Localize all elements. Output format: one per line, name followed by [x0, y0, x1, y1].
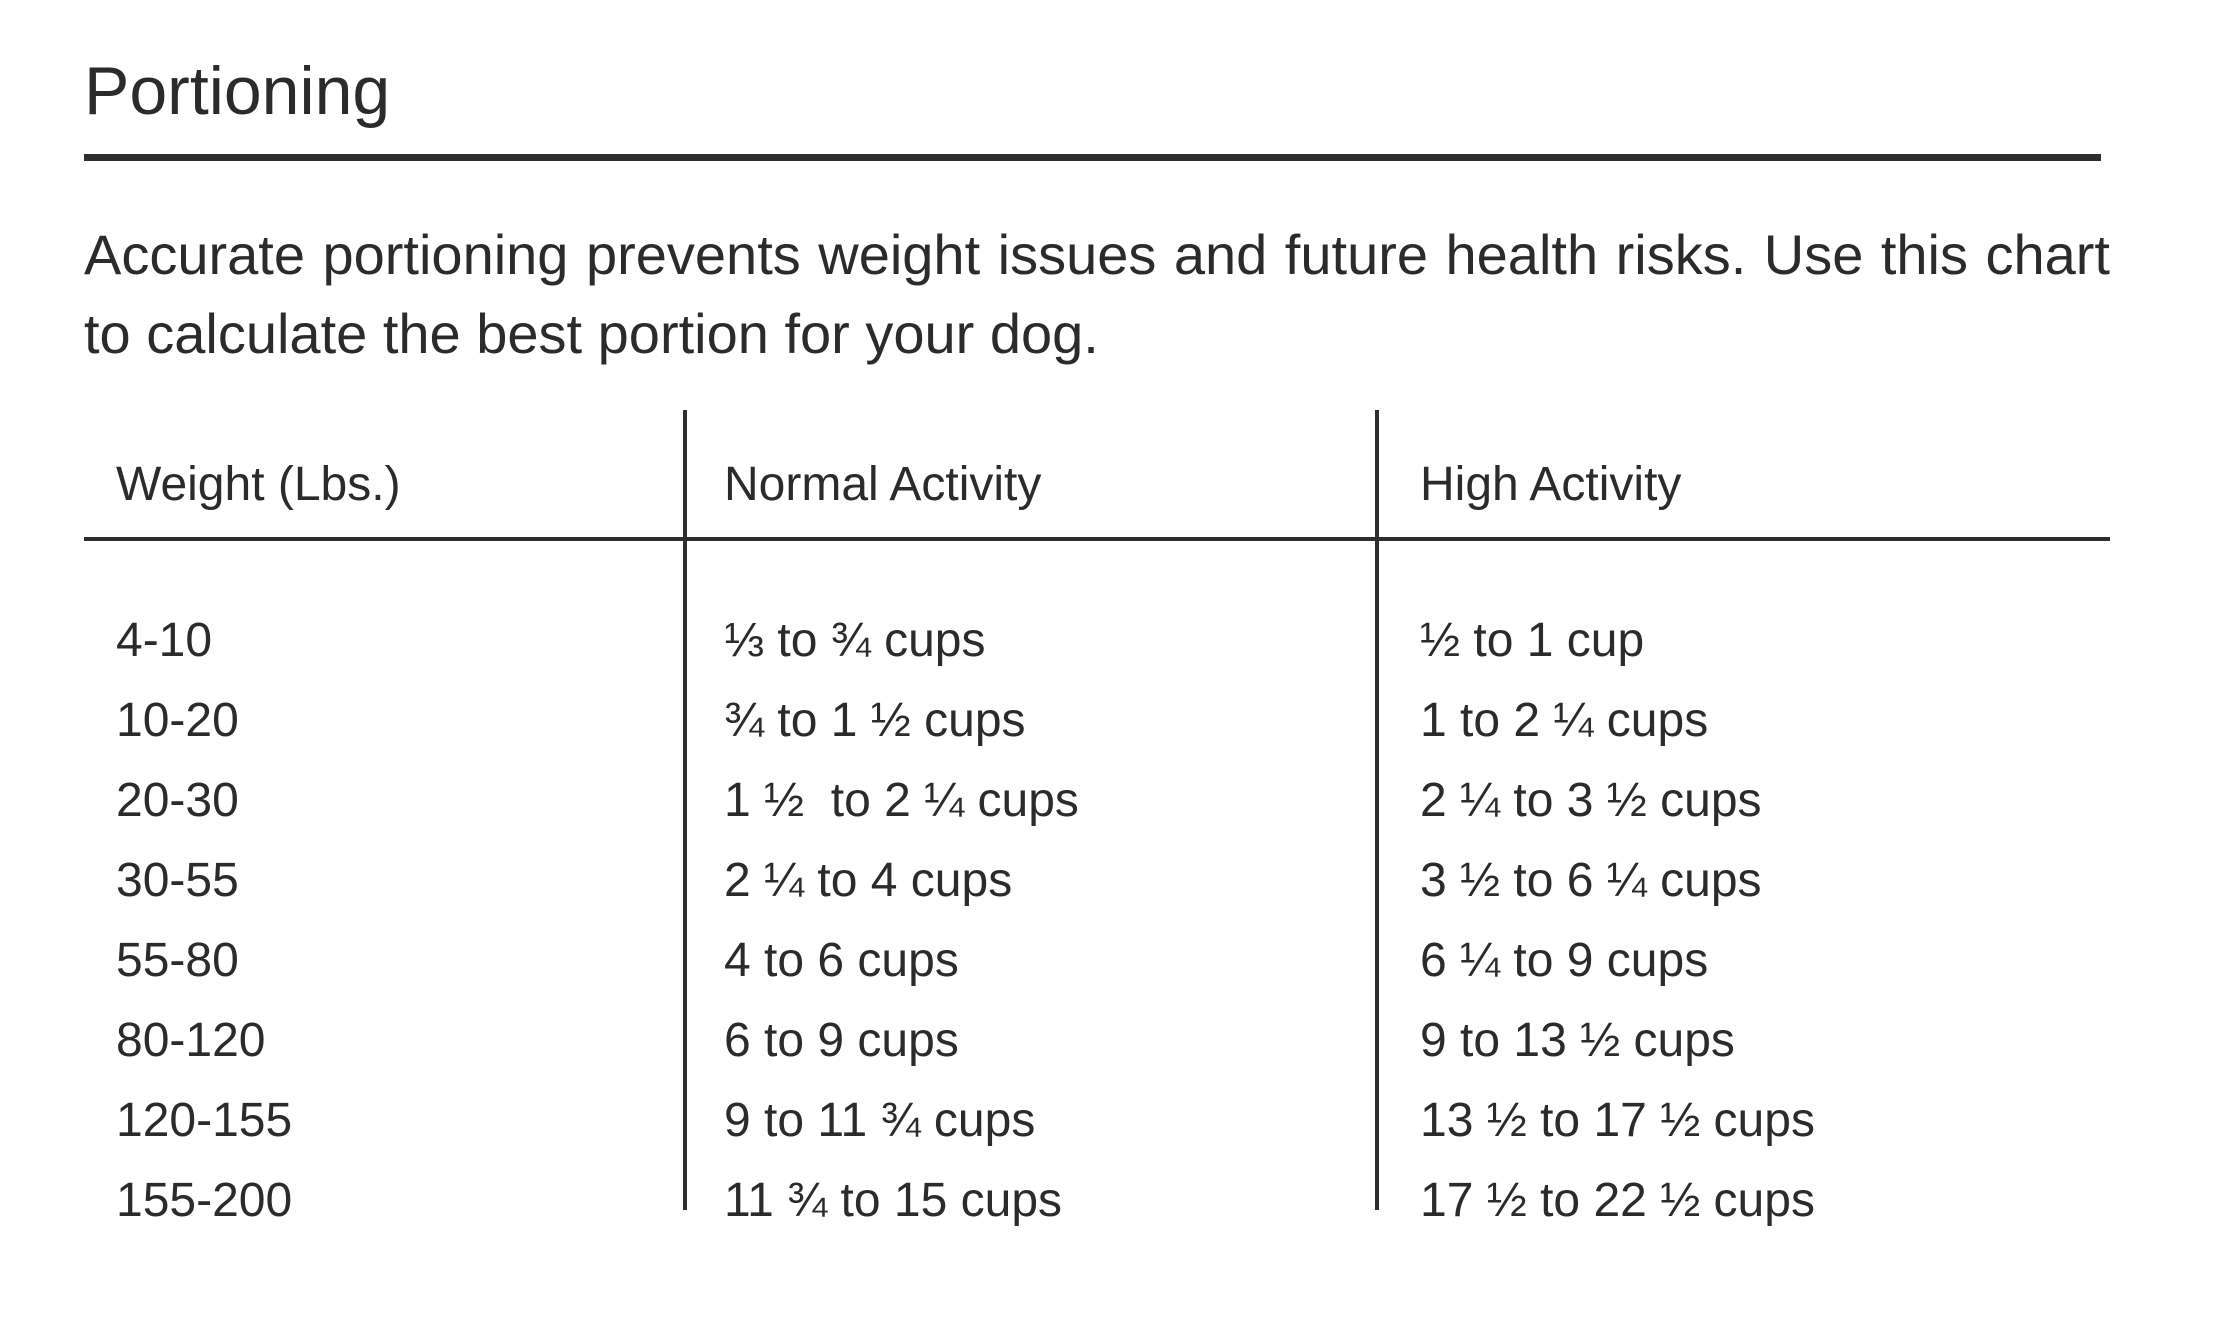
weight-cell: 10-20	[116, 694, 239, 747]
high-activity-cell: ½ to 1 cup	[1420, 614, 1645, 667]
high-activity-cell: 13 ½ to 17 ½ cups	[1420, 1094, 1815, 1147]
column-divider	[683, 410, 687, 1210]
table-row: 80-120 6 to 9 cups 9 to 13 ½ cups	[84, 1001, 2110, 1081]
title-divider	[84, 154, 2101, 161]
table-body: 4-10 ⅓ to ¾ cups ½ to 1 cup 10-20 ¾ to 1…	[84, 601, 2110, 1241]
normal-activity-cell: 2 ¼ to 4 cups	[724, 854, 1013, 907]
header-divider	[84, 537, 2110, 541]
weight-cell: 55-80	[116, 934, 239, 987]
normal-activity-cell: 9 to 11 ¾ cups	[724, 1094, 1036, 1147]
table-row: 30-55 2 ¼ to 4 cups 3 ½ to 6 ¼ cups	[84, 841, 2110, 921]
header-weight: Weight (Lbs.)	[116, 458, 401, 511]
normal-activity-cell: ⅓ to ¾ cups	[724, 614, 986, 667]
weight-cell: 30-55	[116, 854, 239, 907]
weight-cell: 80-120	[116, 1014, 266, 1067]
table-row: 4-10 ⅓ to ¾ cups ½ to 1 cup	[84, 601, 2110, 681]
header-normal-activity: Normal Activity	[724, 458, 1042, 511]
high-activity-cell: 9 to 13 ½ cups	[1420, 1014, 1735, 1067]
high-activity-cell: 1 to 2 ¼ cups	[1420, 694, 1709, 747]
normal-activity-cell: ¾ to 1 ½ cups	[724, 694, 1026, 747]
header-high-activity: High Activity	[1420, 458, 1682, 511]
high-activity-cell: 2 ¼ to 3 ½ cups	[1420, 774, 1762, 827]
table-row: 120-155 9 to 11 ¾ cups 13 ½ to 17 ½ cups	[84, 1081, 2110, 1161]
normal-activity-cell: 11 ¾ to 15 cups	[724, 1174, 1063, 1227]
table-row: 155-200 11 ¾ to 15 cups 17 ½ to 22 ½ cup…	[84, 1161, 2110, 1241]
column-divider	[1375, 410, 1379, 1210]
weight-cell: 120-155	[116, 1094, 293, 1147]
normal-activity-cell: 6 to 9 cups	[724, 1014, 959, 1067]
table-row: 20-30 1 ½ to 2 ¼ cups 2 ¼ to 3 ½ cups	[84, 761, 2110, 841]
high-activity-cell: 17 ½ to 22 ½ cups	[1420, 1174, 1815, 1227]
page-title: Portioning	[84, 53, 391, 129]
table-row: 55-80 4 to 6 cups 6 ¼ to 9 cups	[84, 921, 2110, 1001]
weight-cell: 20-30	[116, 774, 239, 827]
normal-activity-cell: 4 to 6 cups	[724, 934, 959, 987]
high-activity-cell: 6 ¼ to 9 cups	[1420, 934, 1709, 987]
table-row: 10-20 ¾ to 1 ½ cups 1 to 2 ¼ cups	[84, 681, 2110, 761]
portion-table: Weight (Lbs.) Normal Activity High Activ…	[84, 410, 2110, 1227]
intro-paragraph: Accurate portioning prevents weight issu…	[84, 223, 2110, 365]
weight-cell: 155-200	[116, 1174, 293, 1227]
weight-cell: 4-10	[116, 614, 213, 667]
high-activity-cell: 3 ½ to 6 ¼ cups	[1420, 854, 1762, 907]
normal-activity-cell: 1 ½ to 2 ¼ cups	[724, 774, 1079, 827]
